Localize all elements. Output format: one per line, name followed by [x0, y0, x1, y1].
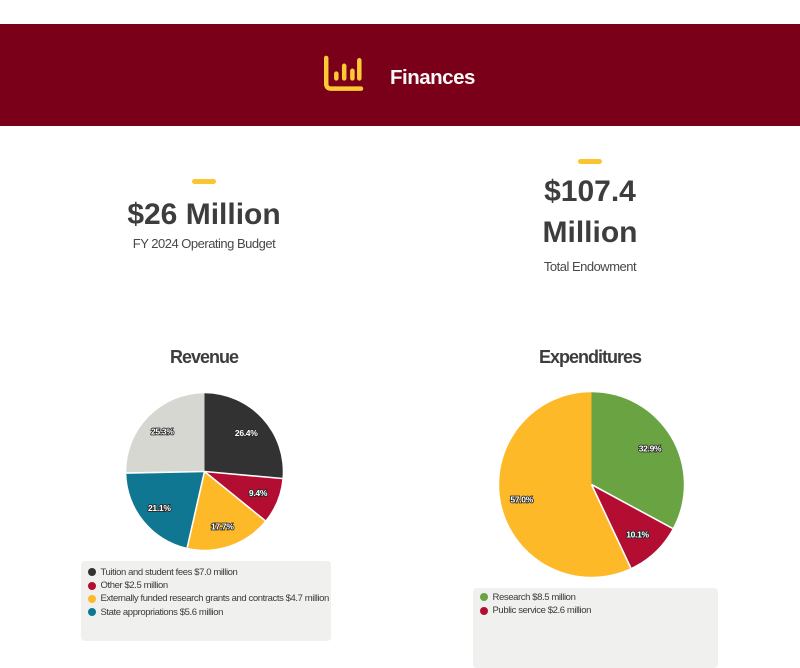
svg-text:21.1%: 21.1%	[148, 503, 171, 513]
svg-text:57.0%: 57.0%	[510, 495, 533, 505]
svg-text:17.7%: 17.7%	[211, 522, 234, 532]
svg-text:10.1%: 10.1%	[626, 530, 649, 540]
svg-text:9.4%: 9.4%	[249, 488, 268, 498]
svg-text:25.3%: 25.3%	[151, 427, 174, 437]
svg-text:26.4%: 26.4%	[235, 428, 258, 438]
svg-text:32.9%: 32.9%	[639, 444, 662, 454]
